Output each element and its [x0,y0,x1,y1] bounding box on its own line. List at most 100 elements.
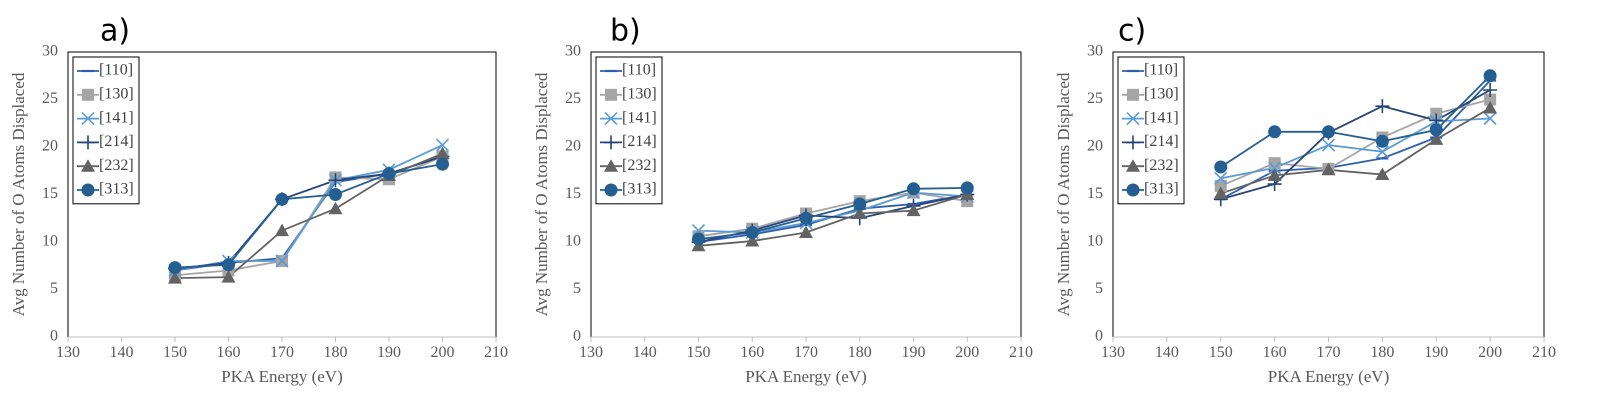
y-tick-label: 30 [42,43,58,60]
data-point [275,223,289,237]
legend-label: [214] [99,133,134,150]
data-point [1214,160,1228,174]
data-point [799,225,813,238]
x-tick-label: 200 [431,344,455,361]
data-point [436,157,449,171]
y-axis-title: Avg Number of O Atoms Displaced [9,72,28,316]
x-tick-label: 150 [163,344,187,361]
series-line [698,191,968,234]
data-point [745,234,760,247]
x-tick-label: 130 [579,344,603,361]
y-tick-label: 0 [1095,328,1103,345]
x-tick-label: 210 [484,344,508,361]
data-point [745,226,759,239]
legend-label: [141] [1144,109,1179,126]
data-point [1213,186,1228,200]
legend-box [595,56,663,205]
legend-marker [81,135,95,150]
legend-marker [1126,112,1140,126]
x-tick-label: 160 [740,344,764,361]
data-point [906,203,921,217]
series-line [174,155,443,277]
x-tick-label: 190 [1424,344,1448,361]
chart-panel-1: a) 130 140 150 160 170 180 190 200 210 0 5 10 15 20 25 3… [9,14,508,387]
y-tick-label: 10 [42,233,58,250]
x-tick-label: 180 [324,344,348,361]
series-line [698,193,968,243]
data-point [222,258,235,272]
chart-panel-2: b) 130 140 150 160 170 180 190 200 210 0 5 10 15 20 25 3… [532,14,1033,387]
legend-label: [214] [1144,133,1179,150]
series-line [174,155,443,270]
legend-label: [110] [622,62,656,79]
legend-label: [313] [99,181,134,198]
x-tick-label: 140 [633,344,657,361]
data-point [1483,111,1497,126]
series-line [1220,107,1491,195]
data-point [1375,99,1390,114]
data-point [1267,168,1282,181]
y-tick-label: 25 [1087,90,1103,107]
legend-label: [214] [622,133,657,150]
legend-marker [604,135,618,150]
legend: [110] [130] [141] [214] [232] [313] [1117,56,1185,205]
data-point [1214,179,1227,192]
legend-label: [130] [99,85,134,102]
legend-label: [232] [622,157,657,174]
x-tick-label: 200 [1478,344,1502,361]
data-point [168,271,182,284]
y-tick-label: 20 [565,138,581,155]
x-axis-title: PKA Energy (eV) [1268,367,1390,386]
data-point [329,188,342,201]
y-tick-label: 5 [50,280,58,297]
data-point [1322,125,1335,139]
y-axis-title: Avg Number of O Atoms Displaced [532,72,551,316]
series-line [698,186,968,241]
x-tick-label: 180 [848,344,872,361]
data-point [1268,157,1281,170]
x-tick-label: 160 [1263,344,1287,361]
x-tick-label: 210 [1532,344,1556,361]
data-point [852,206,867,219]
series-line [174,152,443,279]
y-tick-label: 15 [565,185,581,202]
x-tick-label: 150 [687,344,711,361]
x-tick-label: 160 [217,344,241,361]
legend-label: [141] [99,109,134,126]
series-line [174,163,443,269]
x-tick-label: 170 [270,344,294,361]
legend-marker [81,112,95,126]
data-point [1268,125,1282,139]
data-point [1483,83,1498,97]
legend-label: [141] [622,109,657,126]
legend-label: [232] [1144,157,1179,174]
data-point [328,201,343,215]
legend-label: [110] [1144,62,1178,79]
series-line [1220,98,1491,187]
legend-box [1117,56,1185,205]
data-point [275,254,289,268]
data-point [1483,101,1498,114]
data-point [1429,132,1444,145]
y-tick-label: 10 [565,233,581,250]
legend-marker [1126,159,1140,172]
x-tick-label: 140 [110,344,134,361]
x-tick-label: 130 [1101,344,1125,361]
legend-marker [604,183,618,197]
data-point [692,232,705,246]
y-tick-label: 30 [565,43,581,60]
data-point [435,146,450,160]
x-axis-title: PKA Energy (eV) [745,367,867,386]
data-point [1214,171,1228,185]
legend-marker [82,88,94,101]
legend-label: [232] [99,157,134,174]
data-point [1484,93,1497,106]
x-tick-label: 210 [1009,344,1033,361]
panel-label: c) [1118,14,1146,49]
y-tick-label: 0 [50,328,58,345]
legend-marker [604,112,618,126]
data-point [328,173,343,188]
series-line [1220,89,1491,201]
legend-marker [605,88,617,101]
data-point [435,138,450,152]
